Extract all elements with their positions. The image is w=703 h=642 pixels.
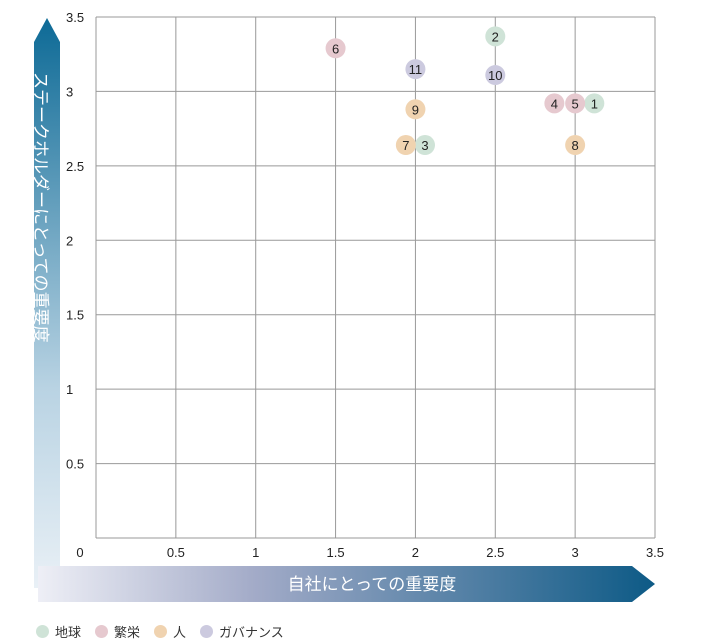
data-point — [485, 26, 506, 47]
y-tick-label: 0.5 — [66, 457, 84, 472]
legend-swatch — [154, 625, 168, 638]
data-point-label: 7 — [402, 138, 409, 153]
y-tick-label: 1 — [66, 382, 73, 397]
legend-swatch — [95, 625, 109, 638]
data-point — [485, 65, 506, 86]
legend-label: 人 — [173, 626, 187, 641]
y-tick-label: 1.5 — [66, 308, 84, 323]
data-points: 1 2 3 4 5 6 7 8 9 10 11 — [325, 26, 605, 156]
y-tick-label: 3 — [66, 84, 73, 99]
x-tick-label: 1 — [252, 545, 259, 560]
y-axis-arrow — [34, 18, 60, 588]
legend-label: ガバナンス — [219, 626, 284, 641]
data-point — [405, 59, 426, 80]
data-point-label: 3 — [421, 138, 428, 153]
legend-item: ガバナンス — [200, 622, 284, 641]
legend: 地球 繁栄 人 ガバナンス — [36, 622, 284, 641]
x-tick-label: 3.5 — [646, 545, 664, 560]
legend-item: 地球 — [36, 622, 81, 641]
data-point-label: 11 — [409, 62, 423, 77]
data-point — [405, 99, 426, 120]
x-axis-title: 自社にとっての重要度 — [288, 575, 457, 595]
data-point — [395, 135, 416, 156]
x-tick-label: 0 — [76, 545, 83, 560]
data-point — [544, 93, 565, 114]
legend-item: 人 — [154, 622, 186, 641]
data-point-label: 1 — [591, 96, 598, 111]
y-tick-label: 2.5 — [66, 159, 84, 174]
data-point-label: 2 — [492, 29, 499, 44]
x-axis-arrow — [38, 566, 655, 602]
legend-swatch — [200, 625, 214, 638]
legend-label: 地球 — [55, 626, 82, 641]
y-axis-title: ステークホルダーにとっての重要度 — [30, 72, 50, 343]
x-tick-label: 2.5 — [486, 545, 504, 560]
data-point-label: 4 — [551, 96, 558, 111]
x-tick-label: 2 — [412, 545, 419, 560]
data-point — [565, 93, 586, 114]
data-point-label: 10 — [488, 68, 502, 83]
legend-item: 繁栄 — [95, 622, 140, 641]
y-tick-label: 2 — [66, 233, 73, 248]
data-point-label: 5 — [572, 96, 579, 111]
x-tick-label: 3 — [572, 545, 579, 560]
y-tick-label: 3.5 — [66, 10, 84, 25]
grid — [95, 16, 656, 539]
data-point-label: 8 — [572, 138, 579, 153]
data-point — [565, 135, 586, 156]
data-point — [325, 38, 346, 59]
x-tick-label: 0.5 — [167, 545, 185, 560]
legend-label: 繁栄 — [114, 626, 141, 641]
data-point-label: 9 — [412, 102, 419, 117]
data-point-label: 6 — [332, 41, 339, 56]
x-tick-label: 1.5 — [327, 545, 345, 560]
data-point — [584, 93, 605, 114]
legend-swatch — [36, 625, 49, 638]
tick-labels: 0 0.5 1 1.5 2 2.5 3 3.5 0.5 1 1.5 2 2.5 3 3.5 — [66, 10, 664, 560]
data-point — [415, 135, 436, 156]
